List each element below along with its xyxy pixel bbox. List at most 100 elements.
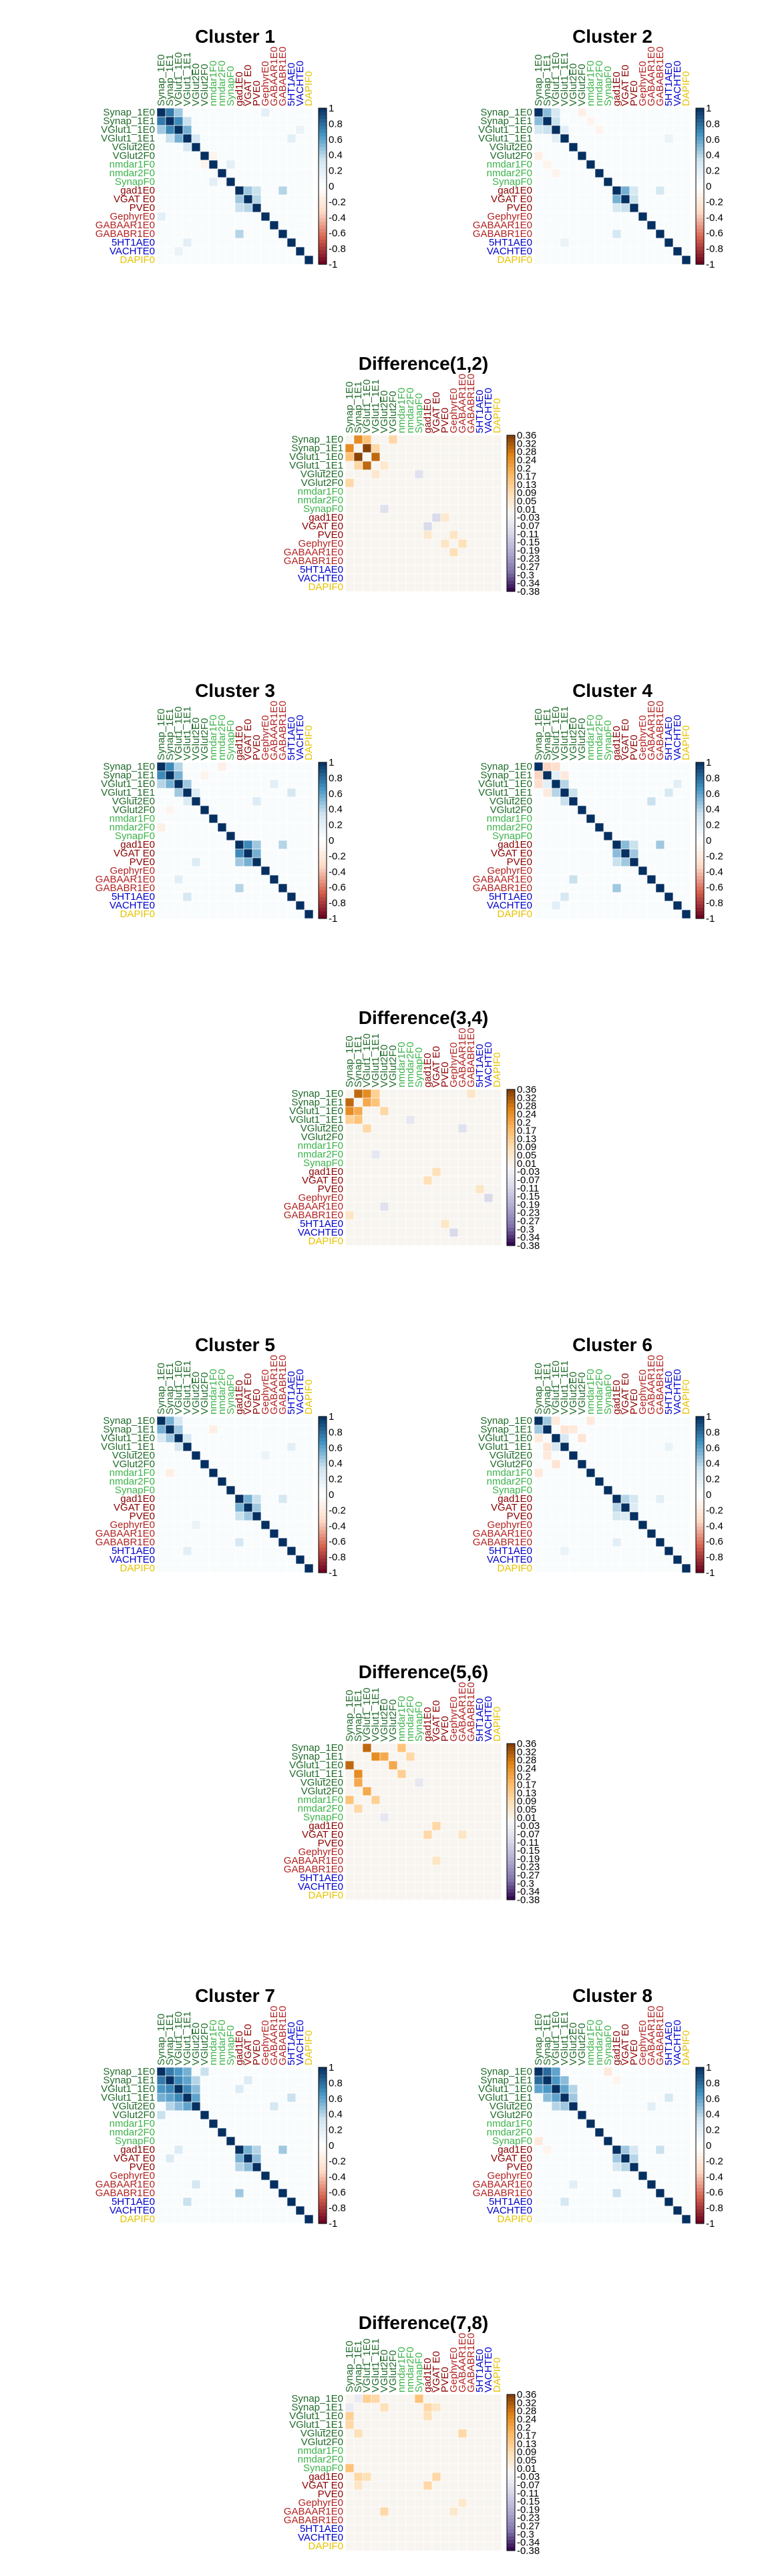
heatmap-cell xyxy=(655,1546,665,1556)
heatmap-cell xyxy=(603,883,613,893)
heatmap-cell xyxy=(362,1115,372,1125)
heatmap-cell xyxy=(646,1451,656,1461)
heatmap-cell xyxy=(542,1494,552,1504)
heatmap-cell xyxy=(423,1882,433,1892)
heatmap-cell xyxy=(243,1563,253,1573)
heatmap-cell xyxy=(200,1520,210,1530)
heatmap-cell xyxy=(388,2455,398,2465)
colorbar-segment xyxy=(319,911,327,916)
heatmap-cell xyxy=(594,1442,604,1452)
row-label: VACHTE0 xyxy=(298,1881,343,1892)
heatmap-cell xyxy=(278,2153,288,2163)
heatmap-cell xyxy=(664,1529,674,1539)
heatmap-cell xyxy=(353,2463,363,2473)
heatmap-cell xyxy=(560,168,570,178)
colorbar-segment xyxy=(507,531,515,535)
heatmap-cell xyxy=(484,504,494,514)
colorbar-segment xyxy=(696,172,704,176)
heatmap-cell xyxy=(200,2075,210,2085)
heatmap-svg: Difference(1,2)Synap_1E0Synap_1E1VGlut1_… xyxy=(284,353,540,597)
heatmap-cell xyxy=(457,2463,467,2473)
heatmap-cell xyxy=(655,2214,665,2224)
heatmap-cell xyxy=(594,186,604,196)
heatmap-cell xyxy=(414,1228,424,1238)
heatmap-cell xyxy=(551,2153,561,2163)
heatmap-cell xyxy=(304,168,314,178)
heatmap-cell xyxy=(440,1778,450,1788)
heatmap-cell xyxy=(646,857,656,867)
heatmap-cell xyxy=(191,2214,201,2224)
heatmap-cell xyxy=(208,1555,218,1565)
heatmap-cell xyxy=(252,186,262,196)
heatmap-cell xyxy=(362,582,372,592)
heatmap-cell xyxy=(174,1425,184,1435)
heatmap-cell xyxy=(217,246,227,256)
colorbar-segment xyxy=(507,566,515,571)
heatmap-cell xyxy=(440,1821,450,1831)
row-label: VGlut2E0 xyxy=(112,142,155,153)
heatmap-cell xyxy=(492,521,502,531)
heatmap-cell xyxy=(287,2145,297,2155)
row-label: VGlut1_1E1 xyxy=(289,2419,343,2430)
heatmap-cell xyxy=(646,840,656,850)
heatmap-cell xyxy=(226,762,236,772)
heatmap-cell xyxy=(594,2197,604,2207)
heatmap-cell xyxy=(594,2084,604,2094)
heatmap-cell xyxy=(388,513,398,523)
heatmap-cell xyxy=(371,1760,381,1770)
heatmap-cell xyxy=(423,1856,433,1866)
colorbar-segment xyxy=(507,1142,515,1147)
heatmap-cell xyxy=(681,2084,691,2094)
heatmap-cell xyxy=(345,513,355,523)
heatmap-cell xyxy=(457,2446,467,2456)
heatmap-cell xyxy=(534,762,544,772)
heatmap-cell xyxy=(217,1494,227,1504)
heatmap-cell xyxy=(594,2153,604,2163)
row-label: GABABR1E0 xyxy=(473,1537,532,1548)
heatmap-cell xyxy=(475,1821,485,1831)
column-label: gad1E0 xyxy=(234,726,245,760)
row-label: Synap_1E1 xyxy=(103,2075,155,2086)
heatmap-cell xyxy=(560,2084,570,2094)
heatmap-cell xyxy=(260,142,270,152)
heatmap-cell xyxy=(560,831,570,841)
colorbar-segment xyxy=(507,1199,515,1204)
heatmap-cell xyxy=(594,2110,604,2120)
heatmap-cell xyxy=(449,1123,459,1133)
heatmap-cell xyxy=(388,1089,398,1099)
column-label: GABAAR1E0 xyxy=(457,374,468,433)
heatmap-cell xyxy=(252,1503,262,1513)
heatmap-cell xyxy=(165,2127,175,2137)
colorbar-segment xyxy=(507,1235,515,1239)
heatmap-cell xyxy=(234,1503,244,1513)
heatmap-cell xyxy=(638,2162,648,2172)
heatmap-cell xyxy=(243,2093,253,2103)
heatmap-cell xyxy=(304,160,314,170)
heatmap-cell xyxy=(492,2489,502,2499)
heatmap-cell xyxy=(379,1167,389,1177)
heatmap-cell xyxy=(475,2515,485,2525)
heatmap-cell xyxy=(568,177,578,187)
colorbar-segment xyxy=(319,822,327,827)
heatmap-cell xyxy=(449,2533,459,2543)
heatmap-cell xyxy=(620,831,630,841)
heatmap-cell xyxy=(182,2084,192,2094)
heatmap-cell xyxy=(414,443,424,453)
heatmap-cell xyxy=(646,142,656,152)
heatmap-cell xyxy=(638,1529,648,1539)
colorbar-segment xyxy=(319,232,327,236)
heatmap-cell xyxy=(278,1546,288,1556)
heatmap-cell xyxy=(156,2171,166,2181)
row-label: SynapF0 xyxy=(115,1485,155,1496)
heatmap-cell xyxy=(612,2179,622,2189)
heatmap-cell xyxy=(174,134,184,144)
heatmap-cell xyxy=(492,2428,502,2438)
heatmap-cell xyxy=(295,1425,305,1435)
heatmap-cell xyxy=(457,1890,467,1900)
heatmap-cell xyxy=(551,1425,561,1435)
heatmap-cell xyxy=(457,1752,467,1762)
heatmap-cell xyxy=(371,1219,381,1229)
colorbar-segment xyxy=(319,886,327,890)
heatmap-cell xyxy=(252,246,262,256)
row-label: nmdar2F0 xyxy=(487,2127,532,2138)
